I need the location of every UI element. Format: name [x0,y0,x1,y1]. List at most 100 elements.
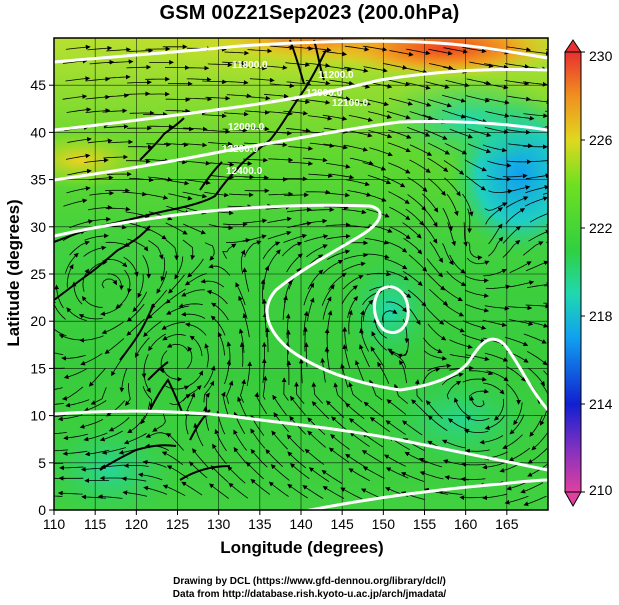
streamline [100,304,123,317]
page-title: GSM 00Z21Sep2023 (200.0hPa) [159,2,460,24]
streamline [105,241,130,247]
streamline [441,94,466,103]
streamline [162,367,183,382]
streamline [210,465,229,483]
streamline [144,158,170,164]
credit-data: Data from http://database.rish.kyoto-u.a… [172,589,447,600]
streamline [271,430,288,450]
streamline [54,367,65,369]
streamline [65,399,90,408]
streamline [62,386,84,401]
y-tick-label: 40 [30,124,46,140]
streamline [54,299,66,320]
streamline [467,143,492,154]
streamline [62,58,88,64]
streamline [80,353,103,366]
streamline [223,80,249,85]
streamline [406,82,431,90]
streamline [181,481,203,496]
streamline [461,333,486,343]
streamline [363,66,388,73]
streamline [224,359,232,385]
streamline [341,209,367,215]
streamline [482,144,507,153]
streamline [268,191,294,197]
contour-label: 12400.0 [226,166,263,177]
streamline [462,46,487,54]
y-axis-ticks: 0 5 10 15 20 25 30 35 40 45 [30,77,54,518]
streamline [348,130,373,138]
streamline [233,429,247,451]
streamline [184,65,210,71]
field-shading [54,38,548,510]
streamline [531,431,548,451]
streamline [87,205,113,211]
streamline [249,77,275,83]
streamline [229,192,254,198]
streamline [479,435,504,445]
streamline [529,415,543,437]
x-tick-label: 130 [207,516,231,532]
streamline [242,234,267,242]
streamline [54,402,64,405]
streamline [321,284,335,306]
streamline [364,238,390,245]
x-axis-ticks: 110 115 120 125 130 135 140 145 150 155 160 165 [43,510,519,532]
streamline [54,449,69,452]
colorbar-label: 210 [589,482,613,498]
streamline [226,93,252,99]
streamline [484,83,509,90]
y-tick-label: 15 [30,360,46,376]
streamline [108,59,134,65]
streamline [166,432,184,451]
streamline [212,443,227,465]
streamline [344,45,370,52]
streamline [322,50,348,57]
colorbar-label: 214 [589,396,613,412]
streamline [168,274,185,294]
streamline [449,354,475,361]
streamline [66,307,87,321]
streamline [362,299,374,322]
streamline [250,428,266,449]
streamline [184,273,207,286]
streamline [323,143,348,150]
streamline [138,472,163,481]
streamline [402,270,423,287]
streamline [446,270,467,286]
streamline [402,222,422,239]
streamline [361,450,384,464]
streamline [366,208,390,218]
streamline [462,376,487,383]
streamline [465,175,486,191]
streamline [104,258,128,268]
streamline [97,494,123,499]
streamline [84,233,109,241]
streamline [304,234,329,243]
streamline [66,264,74,288]
streamline [509,414,525,435]
streamline [506,366,526,382]
streamline [143,485,168,495]
streamline [182,142,208,148]
streamline [79,335,104,343]
streamline [147,176,173,182]
streamline [423,350,447,361]
streamline [115,288,131,309]
streamline [385,420,406,435]
streamline [272,394,287,416]
streamline [389,50,414,57]
streamline [508,319,534,326]
streamline [484,415,505,431]
streamline [525,303,548,309]
y-tick-label: 25 [30,266,46,282]
streamline [468,241,483,261]
streamline [326,233,351,240]
streamline [523,495,547,506]
streamline [386,79,411,87]
streamline [237,396,249,420]
streamline [146,142,172,147]
streamline [526,351,548,366]
streamline [282,295,288,320]
streamline [143,193,169,200]
